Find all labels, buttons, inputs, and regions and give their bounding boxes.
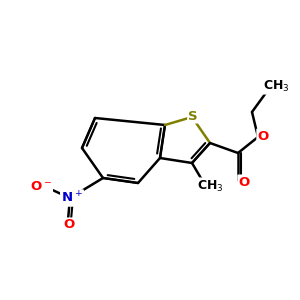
Text: O: O <box>257 130 268 142</box>
Text: CH$_3$: CH$_3$ <box>263 78 289 94</box>
Text: O$^-$: O$^-$ <box>30 179 52 193</box>
Text: O: O <box>63 218 75 232</box>
Text: N$^+$: N$^+$ <box>61 190 83 206</box>
Text: S: S <box>188 110 198 122</box>
Text: CH$_3$: CH$_3$ <box>197 178 223 194</box>
Text: O: O <box>238 176 250 188</box>
